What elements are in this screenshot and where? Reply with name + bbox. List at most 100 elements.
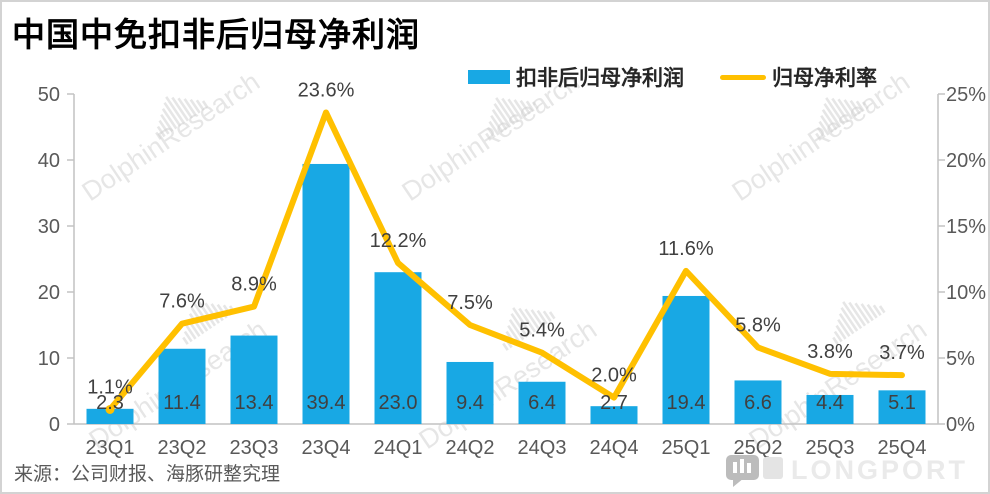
watermark-bar bbox=[530, 309, 544, 328]
line-percent-label: 11.6% bbox=[658, 238, 713, 260]
bar bbox=[662, 295, 710, 424]
watermark-bar bbox=[158, 119, 170, 135]
watermark-bar bbox=[840, 307, 859, 332]
watermark-bars-icon bbox=[502, 307, 556, 351]
right-axis-tick-label: 20% bbox=[946, 150, 986, 172]
bar-value-label: 19.4 bbox=[667, 392, 706, 414]
x-category-label: 23Q4 bbox=[302, 437, 351, 459]
line-percent-label: 7.5% bbox=[447, 292, 493, 314]
watermark-bar bbox=[838, 313, 855, 335]
bar bbox=[590, 406, 638, 424]
line-percent-label: 12.2% bbox=[370, 230, 427, 252]
left-axis-tick-label: 10 bbox=[38, 348, 60, 370]
watermark-bar bbox=[825, 97, 846, 126]
x-category-label: 25Q1 bbox=[662, 437, 711, 459]
left-axis-tick-label: 40 bbox=[38, 150, 60, 172]
right-axis-tick-label: 5% bbox=[946, 348, 975, 370]
right-axis-tick-label: 0% bbox=[946, 414, 975, 436]
bar-value-label: 2.3 bbox=[96, 392, 124, 414]
watermark-bar bbox=[820, 114, 834, 133]
line-percent-label: 1.1% bbox=[87, 376, 133, 398]
watermark-bar bbox=[861, 101, 869, 110]
legend-item-line: 归母净利率 bbox=[720, 62, 877, 92]
watermark-bar bbox=[192, 301, 213, 330]
line-percent-label: 3.7% bbox=[879, 342, 925, 364]
watermark-bar bbox=[177, 97, 193, 119]
bar-value-label: 6.4 bbox=[528, 392, 556, 414]
left-axis-tick-label: 0 bbox=[49, 414, 60, 436]
watermark-bar bbox=[866, 303, 878, 319]
x-category-label: 24Q4 bbox=[590, 437, 639, 459]
watermark-bar bbox=[171, 96, 190, 122]
watermark-bar bbox=[490, 114, 504, 133]
watermark-bar bbox=[183, 98, 197, 117]
watermark-bar bbox=[507, 324, 521, 343]
right-axis-tick-label: 15% bbox=[946, 216, 986, 238]
watermark-bar bbox=[518, 307, 537, 333]
watermark-bar bbox=[182, 336, 189, 345]
watermark-bar bbox=[501, 97, 520, 123]
legend: 扣非后归母净利润 归母净利率 bbox=[468, 62, 877, 92]
right-axis-tick-label: 25% bbox=[946, 84, 986, 106]
watermark-bar bbox=[195, 99, 205, 111]
bar-value-label: 39.4 bbox=[307, 392, 346, 414]
right-axis-tick-label: 10% bbox=[946, 282, 986, 304]
watermark-bar bbox=[536, 309, 548, 325]
bar bbox=[734, 380, 782, 424]
legend-bar-label: 扣非后归母净利润 bbox=[516, 67, 684, 90]
bar bbox=[806, 394, 854, 424]
watermark-bar bbox=[878, 305, 886, 314]
x-category-label: 24Q3 bbox=[518, 437, 567, 459]
watermark-bar bbox=[161, 108, 178, 130]
longport-logo: LONGPORT bbox=[725, 450, 968, 490]
watermark-text: DolphinResearch bbox=[77, 66, 265, 207]
bar-value-label: 4.4 bbox=[816, 392, 844, 414]
line-percent-label: 2.0% bbox=[591, 365, 637, 387]
bar bbox=[158, 348, 206, 424]
longport-logo-text: LONGPORT bbox=[791, 454, 968, 485]
left-axis-tick-label: 50 bbox=[38, 84, 60, 106]
x-category-label: 23Q1 bbox=[86, 437, 135, 459]
watermark-bar bbox=[823, 103, 842, 128]
watermark-bar bbox=[872, 304, 882, 316]
watermark-bar bbox=[524, 308, 540, 330]
watermark-bar bbox=[815, 132, 822, 141]
watermark-bar bbox=[183, 330, 193, 343]
watermark-bar bbox=[818, 120, 830, 136]
line-percent-label: 23.6% bbox=[298, 79, 355, 101]
bar bbox=[230, 335, 278, 424]
watermark-bar bbox=[189, 98, 201, 114]
longport-logo-icon bbox=[726, 455, 783, 487]
watermark-bar bbox=[513, 99, 527, 118]
watermark-bar bbox=[507, 98, 523, 120]
watermark-bar bbox=[854, 302, 870, 324]
watermark-bar bbox=[491, 109, 508, 131]
legend-line-swatch-icon bbox=[720, 74, 766, 80]
bar-value-label: 6.6 bbox=[744, 392, 772, 414]
bar-value-label: 2.7 bbox=[600, 392, 628, 414]
watermark-bar bbox=[486, 126, 496, 139]
line-percent-label: 3.8% bbox=[807, 341, 853, 363]
watermark-bar bbox=[821, 109, 838, 131]
bar-value-label: 23.0 bbox=[379, 392, 418, 414]
watermark-bar bbox=[485, 132, 492, 141]
legend-item-bar: 扣非后归母净利润 bbox=[468, 62, 684, 92]
bar bbox=[86, 408, 134, 424]
watermark-bar bbox=[816, 126, 826, 139]
watermark-bar bbox=[156, 125, 166, 138]
left-axis-tick-label: 30 bbox=[38, 216, 60, 238]
watermark-bar bbox=[510, 313, 529, 338]
x-category-label: 25Q3 bbox=[806, 437, 855, 459]
watermark-bar bbox=[848, 301, 867, 327]
watermark-bar bbox=[831, 97, 850, 123]
bar bbox=[446, 361, 494, 424]
watermark-bars-icon bbox=[485, 97, 539, 141]
left-axis-tick-label: 20 bbox=[38, 282, 60, 304]
x-category-label: 23Q2 bbox=[158, 437, 207, 459]
watermark-bar bbox=[495, 97, 516, 126]
watermark-bar bbox=[860, 303, 874, 322]
bar-value-label: 9.4 bbox=[456, 392, 484, 414]
line-start-point bbox=[105, 404, 115, 414]
